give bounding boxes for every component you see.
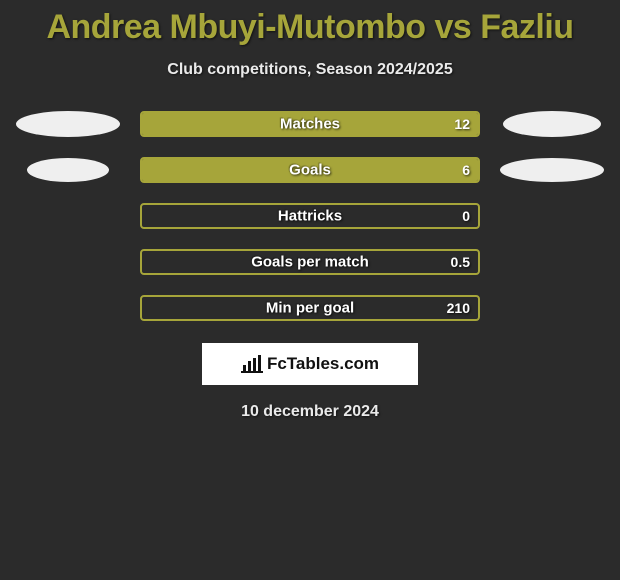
stat-bar: Hattricks 0 bbox=[140, 203, 480, 229]
stat-value: 0.5 bbox=[451, 254, 470, 270]
stat-label: Hattricks bbox=[278, 208, 342, 225]
stat-bar: Min per goal 210 bbox=[140, 295, 480, 321]
stats-rows: Matches 12 Goals 6 Hattricks 0 Goals per match… bbox=[0, 111, 620, 321]
left-pill bbox=[27, 158, 109, 182]
left-pill-cell bbox=[8, 158, 128, 182]
stat-label: Matches bbox=[280, 116, 340, 133]
stat-row: Min per goal 210 bbox=[8, 295, 612, 321]
right-pill-cell bbox=[492, 158, 612, 182]
stat-label: Min per goal bbox=[266, 300, 354, 317]
stat-label: Goals bbox=[289, 162, 331, 179]
stat-row: Goals 6 bbox=[8, 157, 612, 183]
stat-row: Matches 12 bbox=[8, 111, 612, 137]
stat-bar: Goals per match 0.5 bbox=[140, 249, 480, 275]
left-pill-cell bbox=[8, 111, 128, 137]
right-pill bbox=[500, 158, 604, 182]
stat-row: Goals per match 0.5 bbox=[8, 249, 612, 275]
right-pill-cell bbox=[492, 111, 612, 137]
right-pill bbox=[503, 111, 601, 137]
date-label: 10 december 2024 bbox=[0, 403, 620, 421]
stat-bar: Goals 6 bbox=[140, 157, 480, 183]
stat-row: Hattricks 0 bbox=[8, 203, 612, 229]
stat-value: 210 bbox=[447, 300, 470, 316]
logo-text: FcTables.com bbox=[267, 354, 379, 374]
subtitle: Club competitions, Season 2024/2025 bbox=[0, 61, 620, 79]
stat-label: Goals per match bbox=[251, 254, 369, 271]
logo-box: FcTables.com bbox=[202, 343, 418, 385]
bar-chart-icon bbox=[241, 355, 263, 373]
page-title: Andrea Mbuyi-Mutombo vs Fazliu bbox=[0, 0, 620, 47]
left-pill bbox=[16, 111, 120, 137]
stat-bar: Matches 12 bbox=[140, 111, 480, 137]
stat-value: 6 bbox=[462, 162, 470, 178]
stat-value: 0 bbox=[462, 208, 470, 224]
stat-value: 12 bbox=[454, 116, 470, 132]
